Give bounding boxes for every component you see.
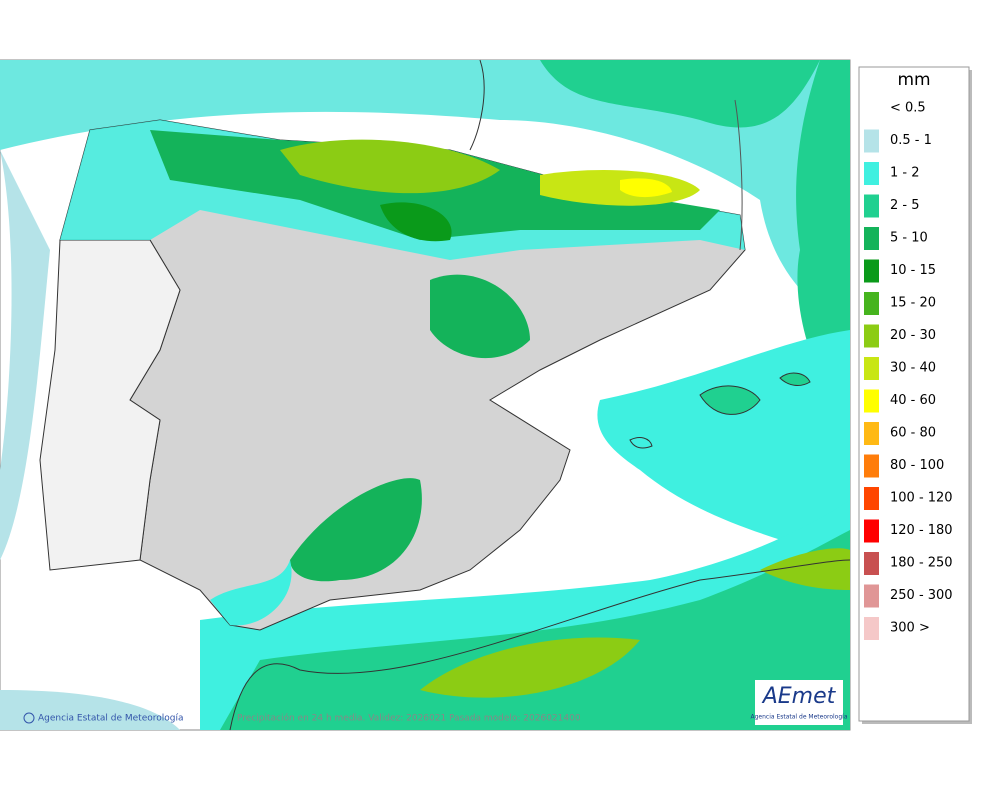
- legend-label: 120 - 180: [890, 523, 953, 538]
- legend-swatch: [864, 259, 879, 283]
- legend-swatch: [864, 324, 879, 348]
- legend-swatch: [864, 162, 879, 185]
- legend-swatch: [864, 227, 879, 250]
- logo: AEmet: [761, 684, 837, 709]
- island: [779, 372, 811, 386]
- precip-area: [220, 530, 850, 730]
- logo-subtitle: Agencia Estatal de Meteorología: [751, 714, 848, 721]
- legend-swatch: [864, 194, 879, 218]
- legend-swatch: [864, 454, 879, 478]
- legend-swatch: [864, 422, 879, 445]
- precip-area: [0, 690, 180, 730]
- legend-label: 180 - 250: [890, 556, 953, 571]
- legend-label: 300 >: [890, 621, 930, 636]
- legend-swatch: [864, 487, 879, 510]
- legend-label: 2 - 5: [890, 198, 920, 213]
- legend-label: 40 - 60: [890, 393, 936, 408]
- legend-swatch: [864, 292, 879, 315]
- border: [734, 99, 743, 251]
- precip-area: [760, 548, 850, 590]
- footer-agency: Agencia Estatal de Meteorología: [38, 714, 184, 724]
- precip-area: [380, 202, 452, 242]
- precip-area: [0, 150, 50, 560]
- map: Agencia Estatal de Meteorología Precipit…: [0, 59, 851, 731]
- legend-unit: mm: [897, 70, 930, 90]
- copyright-icon: [23, 712, 35, 724]
- legend-swatch: [864, 584, 879, 608]
- precip-area: [540, 60, 820, 128]
- island: [699, 385, 761, 415]
- legend-label: 5 - 10: [890, 231, 928, 246]
- precip-area: [597, 330, 850, 560]
- portugal-land: [39, 239, 181, 571]
- legend-label: 10 - 15: [890, 263, 936, 278]
- precip-area: [290, 478, 422, 582]
- precip-area: [420, 637, 640, 698]
- border: [469, 59, 485, 151]
- legend-label: 250 - 300: [890, 588, 953, 603]
- legend-swatch: [864, 519, 879, 543]
- legend-swatch: [864, 617, 879, 640]
- legend-label: 60 - 80: [890, 426, 936, 441]
- legend-label: 20 - 30: [890, 328, 936, 343]
- legend-label: 0.5 - 1: [890, 133, 932, 148]
- precip-area: [430, 274, 530, 359]
- africa-coast: [229, 559, 851, 731]
- legend-label: 100 - 120: [890, 491, 953, 506]
- legend-label: 15 - 20: [890, 296, 936, 311]
- legend: mm < 0.5 0.5 - 1 1 - 2 2 - 5 5 - 10 10 - 15 15…: [858, 66, 972, 724]
- footer-caption: Precipitación en 24 h media. Validez: 20…: [237, 713, 581, 724]
- legend-label: 1 - 2: [890, 166, 920, 181]
- precip-area: [620, 178, 672, 198]
- logo-box: [755, 680, 843, 725]
- precip-area: [210, 560, 292, 626]
- legend-swatch: [864, 389, 879, 413]
- island: [629, 437, 653, 449]
- legend-swatch: [864, 129, 879, 153]
- legend-label: < 0.5: [890, 101, 926, 116]
- precip-area: [0, 60, 850, 330]
- precip-area: [280, 139, 500, 194]
- legend-label: 30 - 40: [890, 361, 936, 376]
- legend-swatch: [864, 357, 879, 380]
- legend-swatch: [864, 552, 879, 575]
- legend-label: 80 - 100: [890, 458, 944, 473]
- precip-area: [796, 60, 850, 420]
